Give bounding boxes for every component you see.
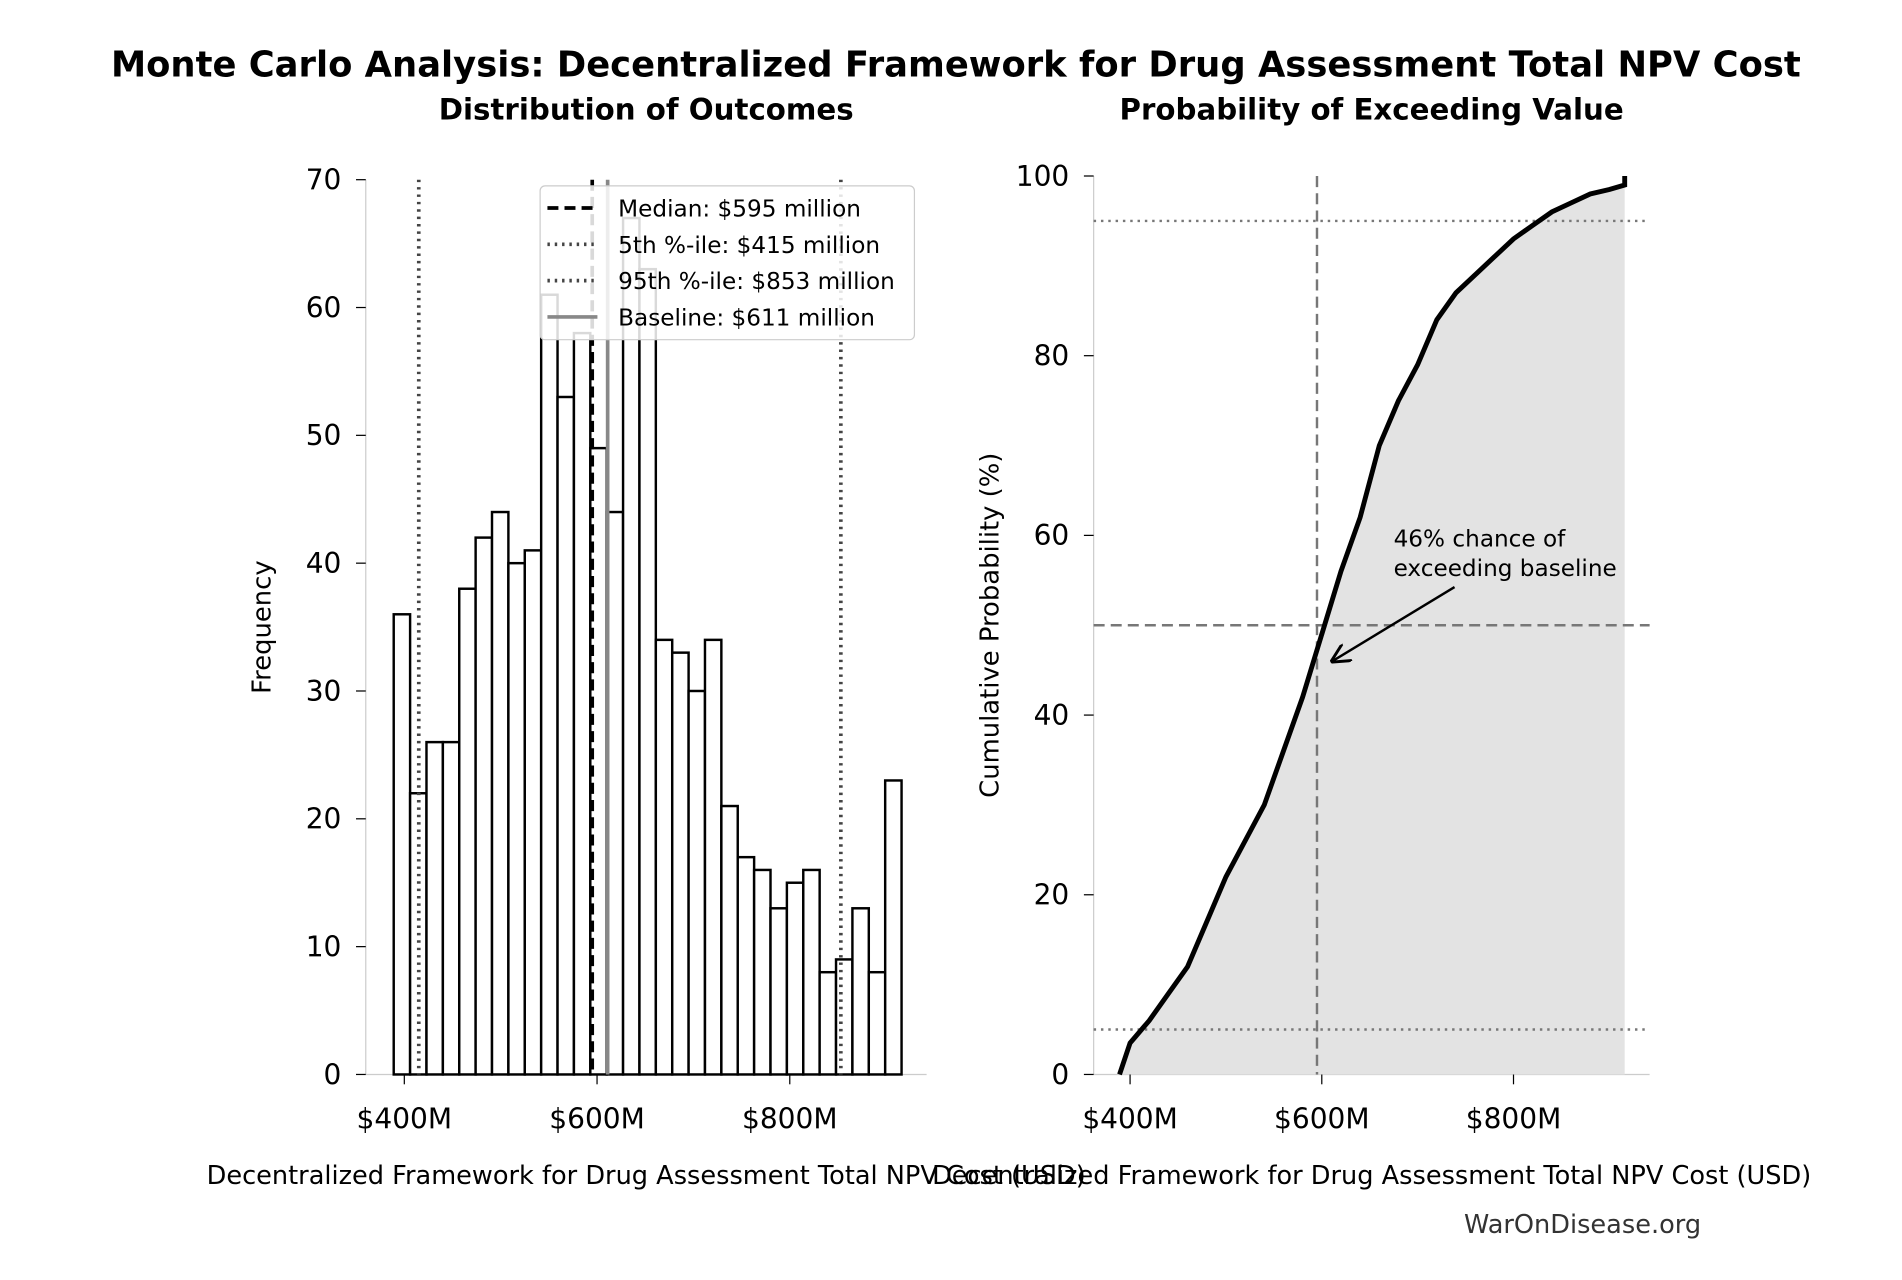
y-tick-label: 60 xyxy=(1034,519,1070,552)
y-tick-label: 40 xyxy=(306,547,342,580)
legend-label: Median: $595 million xyxy=(618,196,861,223)
histogram-bar xyxy=(490,510,510,1076)
legend-label: 95th %-ile: $853 million xyxy=(618,268,895,295)
histogram-bar xyxy=(654,638,674,1076)
histogram-bar xyxy=(687,689,707,1076)
footer: WarOnDisease.org xyxy=(1464,1210,1701,1240)
y-tick-label: 30 xyxy=(306,675,342,708)
histogram-bar xyxy=(458,587,477,1076)
annotation-arrow xyxy=(1332,586,1456,661)
y-tick-label: 50 xyxy=(306,419,342,452)
x-axis-label: Decentralized Framework for Drug Assessm… xyxy=(207,1161,1086,1191)
y-tick-label: 20 xyxy=(1034,878,1070,911)
annotation: 46% chance of xyxy=(1394,525,1567,552)
line xyxy=(1117,176,1628,1076)
x-tick-label: $600M xyxy=(549,1102,645,1135)
x-tick-label: $400M xyxy=(357,1102,453,1135)
histogram-bar xyxy=(441,740,461,1076)
subplot-title: Distribution of Outcomes xyxy=(439,92,854,126)
histogram-bar xyxy=(736,855,756,1076)
histogram-bar xyxy=(851,907,871,1076)
histogram-bar xyxy=(392,613,412,1076)
y-tick-label: 0 xyxy=(1051,1058,1069,1091)
y-axis-label: Cumulative Probability (%) xyxy=(976,453,1006,798)
histogram-bar xyxy=(621,216,641,1076)
histogram-bar xyxy=(474,536,494,1076)
histogram-bar xyxy=(507,561,526,1076)
legend-box xyxy=(539,185,916,341)
histogram-bar xyxy=(752,868,772,1076)
y-tick-label: 100 xyxy=(1016,160,1069,193)
legend-label: 5th %-ile: $415 million xyxy=(618,232,880,259)
histogram-bar xyxy=(867,970,887,1076)
annotation: exceeding baseline xyxy=(1394,555,1617,582)
x-tick-label: $800M xyxy=(742,1102,838,1135)
y-tick-label: 10 xyxy=(306,930,342,963)
histogram-bar xyxy=(834,958,854,1076)
x-tick-label: $400M xyxy=(1082,1102,1178,1135)
x-tick-label: $800M xyxy=(1466,1102,1562,1135)
histogram-bar xyxy=(425,740,445,1076)
histogram-bar xyxy=(556,395,576,1076)
histogram-bar xyxy=(818,970,838,1076)
histogram-bar xyxy=(769,907,789,1076)
figure-title: Monte Carlo Analysis: Decentralized Fram… xyxy=(111,44,1801,85)
y-axis-label: Frequency xyxy=(248,560,278,693)
histogram-bar xyxy=(703,638,723,1076)
histogram-bar xyxy=(638,267,658,1076)
histogram-bar xyxy=(523,549,543,1076)
y-tick-label: 70 xyxy=(306,163,342,196)
y-tick-label: 0 xyxy=(324,1058,342,1091)
y-tick-label: 20 xyxy=(306,803,342,836)
histogram-bar xyxy=(720,804,739,1076)
histogram-bar xyxy=(883,779,903,1076)
histogram-bar xyxy=(572,331,592,1076)
y-tick-label: 60 xyxy=(306,291,342,324)
histogram-bar xyxy=(785,881,805,1076)
histogram-bar xyxy=(670,651,690,1076)
x-axis-label: Decentralized Framework for Drug Assessm… xyxy=(932,1161,1811,1191)
y-tick-label: 80 xyxy=(1034,339,1070,372)
legend-label: Baseline: $611 million xyxy=(618,304,875,331)
subplot-title: Probability of Exceeding Value xyxy=(1120,92,1624,126)
y-tick-label: 40 xyxy=(1034,699,1070,732)
x-tick-label: $600M xyxy=(1274,1102,1370,1135)
histogram-bar xyxy=(802,868,821,1076)
histogram-bar xyxy=(539,293,559,1076)
